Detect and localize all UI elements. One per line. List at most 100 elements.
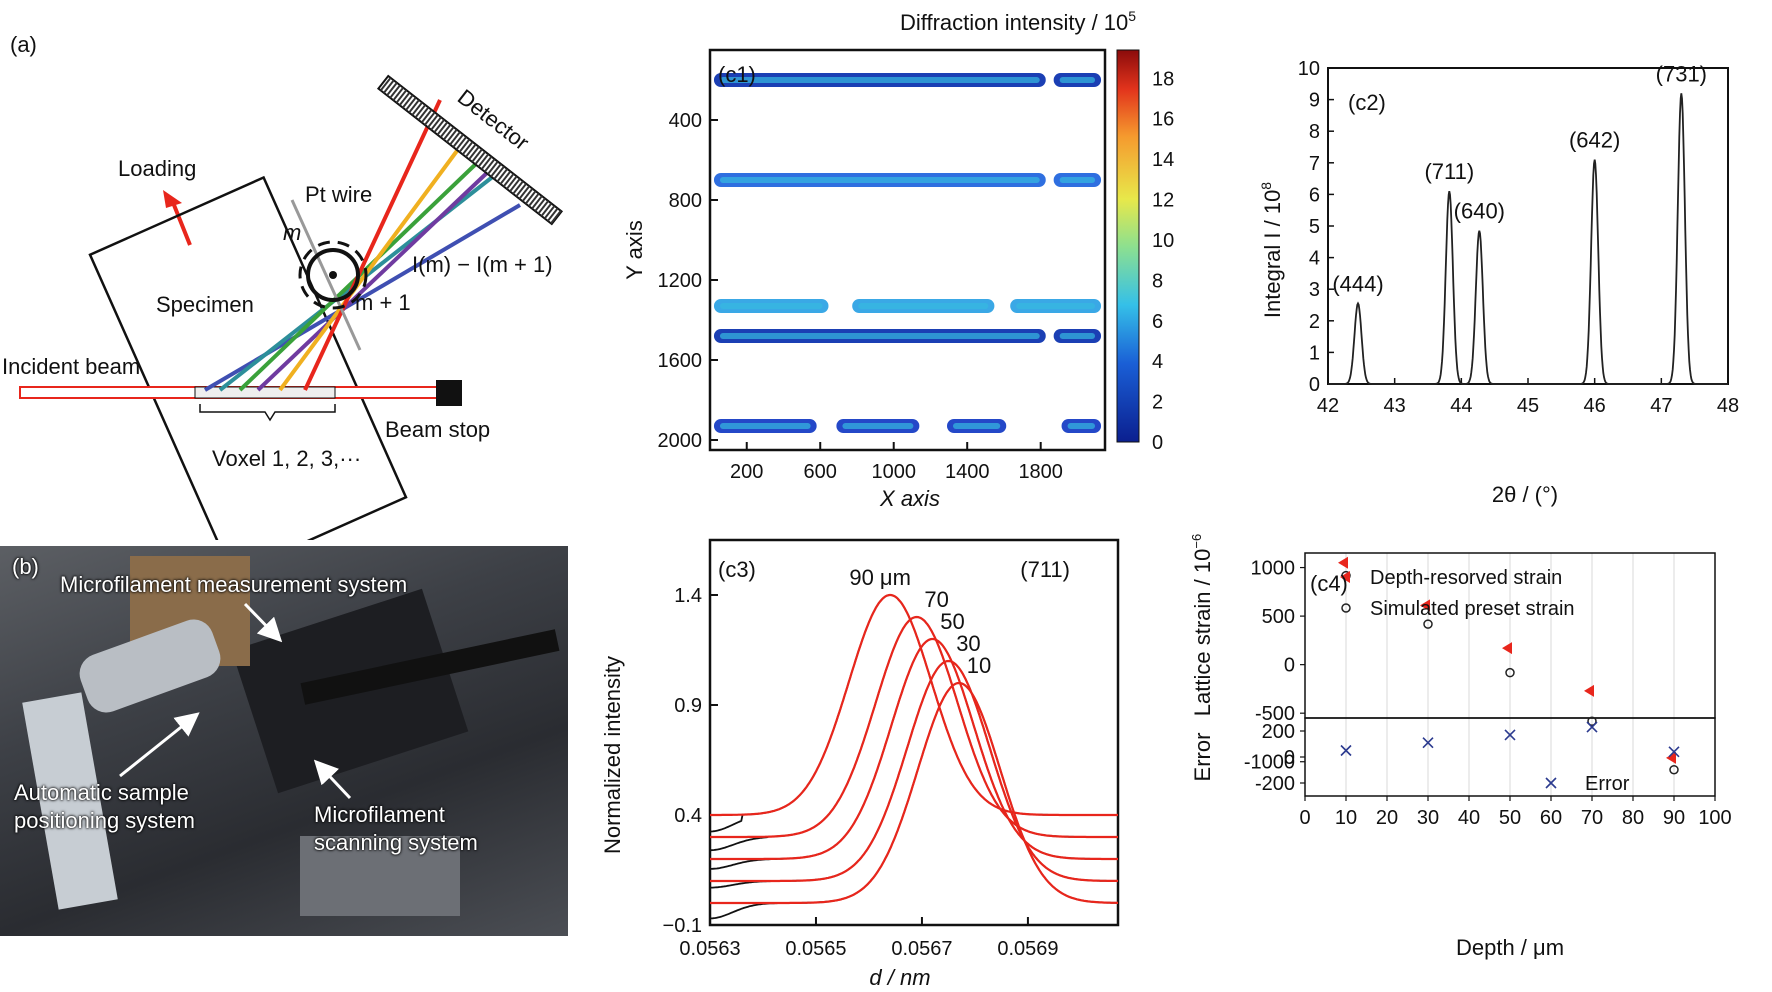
- c1-xtick: 200: [730, 461, 763, 483]
- c1-xtick: 1800: [1018, 461, 1063, 483]
- panel-a-label: (a): [10, 32, 37, 57]
- loading-label: Loading: [118, 156, 196, 181]
- c2-ylabel: Integral I / 108: [1258, 182, 1285, 318]
- c1-ytick: 1600: [658, 350, 703, 372]
- c1-colorbar-tick: 6: [1152, 311, 1163, 333]
- c4-error-point: [1668, 746, 1680, 758]
- c2-xtick: 42: [1317, 395, 1339, 417]
- instrument-photo: (b) Microfilament measurement system Aut…: [0, 546, 568, 936]
- c2-xlabel: 2θ / (°): [1492, 482, 1558, 507]
- c2-ytick: 7: [1309, 153, 1320, 175]
- c3-depth-label: 90 μm: [849, 565, 911, 590]
- auto-positioning-label-2: positioning system: [14, 808, 195, 833]
- c4-resolved-point: [1584, 684, 1594, 697]
- beam-stop-label: Beam stop: [385, 417, 490, 442]
- c4-simulated-point: [1669, 764, 1679, 775]
- c3-fitted-curve: [710, 659, 1119, 883]
- c4-xtick: 40: [1458, 807, 1480, 829]
- c2-peak-label: (642): [1569, 128, 1620, 153]
- c3-depth-label: 70: [924, 587, 948, 612]
- specimen-label: Specimen: [156, 292, 254, 317]
- c4-legend-simulated-marker: [1341, 603, 1351, 613]
- c2-ytick: 2: [1309, 311, 1320, 333]
- c2-xtick: 46: [1584, 395, 1606, 417]
- loading-arrow-icon: [163, 190, 182, 208]
- c3-ylabel: Normalized intensity: [600, 656, 625, 854]
- c3-measured-curve: [710, 682, 1118, 920]
- c4-error-ytick: 0: [1284, 747, 1295, 769]
- c1-colorbar-tick: 18: [1152, 68, 1174, 90]
- c1-title: Diffraction intensity / 105: [900, 8, 1136, 35]
- photo-arrows: [119, 602, 352, 800]
- c3-ytick: −0.1: [663, 915, 702, 937]
- c2-pattern-line: [1328, 93, 1728, 385]
- c2-xtick: 44: [1450, 395, 1472, 417]
- c3-xlabel: d / nm: [869, 965, 930, 990]
- c3-ytick: 0.9: [674, 695, 702, 717]
- microfilament-scanning-label-1: Microfilament: [314, 802, 445, 827]
- c1-xtick: 600: [804, 461, 837, 483]
- c2-xtick: 47: [1650, 395, 1672, 417]
- c2-ytick: 5: [1309, 216, 1320, 238]
- c4-error-point: [1504, 729, 1516, 741]
- c1-colorbar-tick: 0: [1152, 432, 1163, 454]
- c4-ytick: 500: [1262, 606, 1295, 628]
- c3-ytick: 0.4: [674, 805, 702, 827]
- c3-depth-label: 50: [940, 609, 964, 634]
- c1-colorbar-tick: 14: [1152, 149, 1174, 171]
- schematic-a: (a) Loading Specimen Incident beam Beam …: [2, 32, 564, 540]
- microfilament-measurement-label: Microfilament measurement system: [60, 572, 408, 597]
- voxel-label: Voxel 1, 2, 3,···: [212, 446, 361, 471]
- c4-legend-resolved: Depth-resorved strain: [1370, 567, 1562, 589]
- c4-legend-simulated: Simulated preset strain: [1370, 598, 1575, 620]
- c4-error-point: [1586, 721, 1598, 733]
- c1-label: (c1): [718, 62, 756, 87]
- c1-xtick: 1400: [945, 461, 990, 483]
- c4-error-ylabel: Error: [1190, 733, 1215, 782]
- detector: [376, 74, 564, 226]
- c2-peak-label: (711): [1424, 159, 1474, 184]
- c4-label: (c4): [1310, 571, 1348, 596]
- m-label: m: [283, 220, 301, 245]
- pt-wire-label: Pt wire: [305, 182, 372, 207]
- c4-simulated-point: [1423, 619, 1433, 629]
- c4-xlabel: Depth / μm: [1456, 935, 1564, 960]
- microfilament-scanning-label-2: scanning system: [314, 830, 478, 855]
- c4-xtick: 0: [1299, 807, 1310, 829]
- c1-xlabel: X axis: [879, 486, 940, 511]
- c2-label: (c2): [1348, 90, 1386, 115]
- c4-xtick: 10: [1335, 807, 1357, 829]
- c1-ytick: 1200: [658, 270, 703, 292]
- c3-reflection: (711): [1020, 557, 1070, 582]
- m-plus-1-label: m + 1: [355, 290, 411, 315]
- c4-simulated-point: [1505, 667, 1515, 678]
- c4-error-legend-marker: [1545, 777, 1557, 789]
- c1-colorbar-tick: 2: [1152, 392, 1163, 414]
- c4-xtick: 30: [1417, 807, 1439, 829]
- c4-resolved-point: [1420, 599, 1430, 612]
- c1-colorbar-tick: 4: [1152, 351, 1163, 373]
- c1-colorbar-tick: 8: [1152, 270, 1163, 292]
- c4-xtick: 50: [1499, 807, 1521, 829]
- c4-error-ytick: -200: [1255, 773, 1295, 795]
- c2-ytick: 10: [1298, 58, 1320, 80]
- chart-c3: −0.1 0.4 0.9 1.4 0.0563 0.0565 0.0567 0.0569 90 …: [600, 538, 1120, 990]
- c1-xtick: 1000: [871, 461, 916, 483]
- c4-ytick: -500: [1255, 703, 1295, 725]
- c4-simulated-point: [1587, 716, 1597, 726]
- c1-ytick: 800: [669, 190, 702, 212]
- c4-xtick: 60: [1540, 807, 1562, 829]
- c4-error-legend: Error: [1585, 773, 1630, 795]
- c2-peak-label: (444): [1332, 271, 1383, 296]
- c4-error-point: [1422, 737, 1434, 749]
- c4-legend-resolved-marker: [1340, 571, 1350, 583]
- c4-resolved-point: [1666, 751, 1676, 764]
- c4-xtick: 70: [1581, 807, 1603, 829]
- c2-xtick: 43: [1384, 395, 1406, 417]
- c3-fitted-curve: [710, 615, 1118, 839]
- c4-ytick: 1000: [1251, 558, 1296, 580]
- c3-fitted-curve: [710, 681, 1118, 905]
- c2-ytick: 9: [1309, 90, 1320, 112]
